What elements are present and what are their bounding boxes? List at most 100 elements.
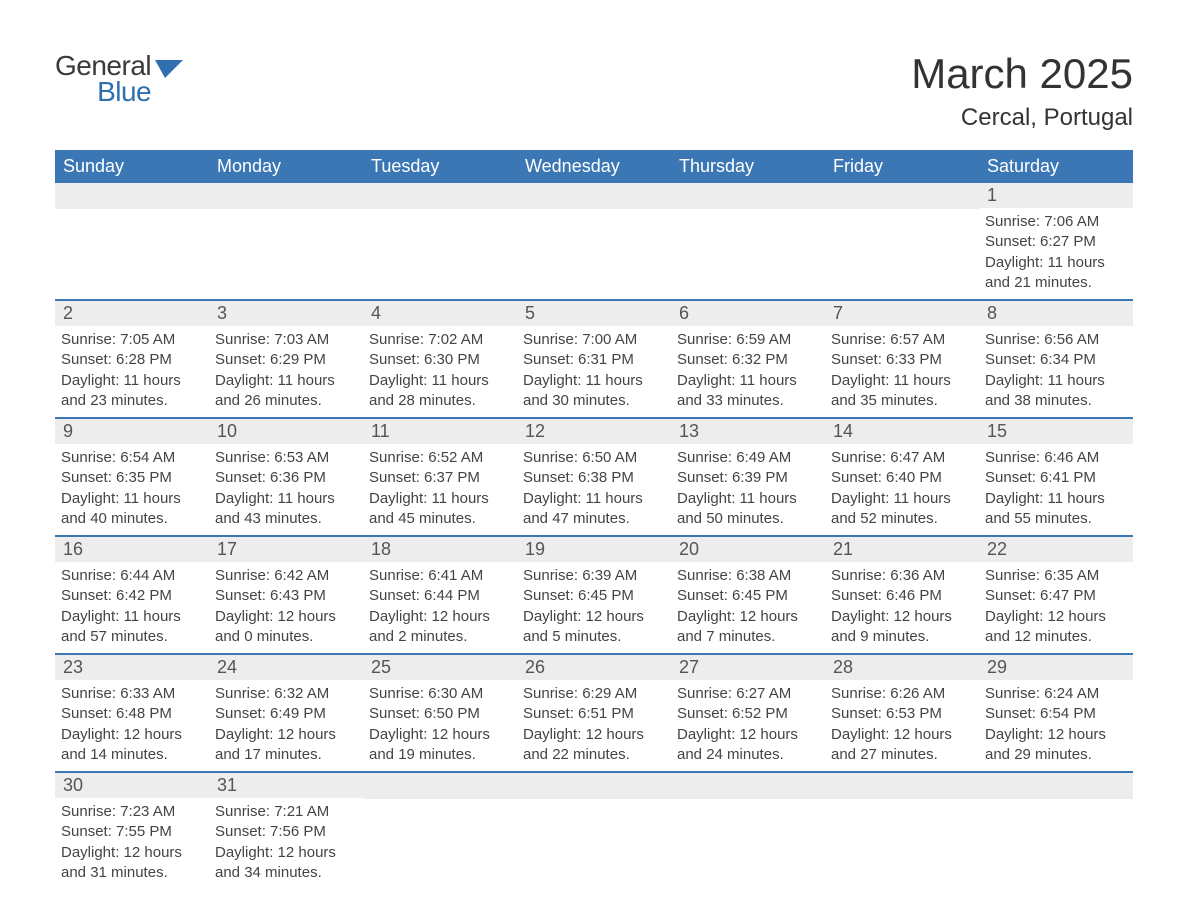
sunset-line: Sunset: 6:45 PM (523, 586, 665, 606)
day-number: 29 (979, 655, 1133, 680)
day-cell: 9Sunrise: 6:54 AMSunset: 6:35 PMDaylight… (55, 419, 209, 535)
day-body: Sunrise: 6:46 AMSunset: 6:41 PMDaylight:… (979, 444, 1133, 535)
day-cell: 19Sunrise: 6:39 AMSunset: 6:45 PMDayligh… (517, 537, 671, 653)
daylight-line-1: Daylight: 11 hours (61, 371, 203, 391)
sunrise-line: Sunrise: 7:02 AM (369, 330, 511, 350)
day-cell (979, 773, 1133, 889)
daylight-line-1: Daylight: 11 hours (369, 371, 511, 391)
empty-day-strip (363, 183, 517, 209)
day-body: Sunrise: 6:54 AMSunset: 6:35 PMDaylight:… (55, 444, 209, 535)
day-cell: 3Sunrise: 7:03 AMSunset: 6:29 PMDaylight… (209, 301, 363, 417)
day-header: Monday (209, 150, 363, 183)
sunrise-line: Sunrise: 7:00 AM (523, 330, 665, 350)
sunrise-line: Sunrise: 6:24 AM (985, 684, 1127, 704)
week-row: 16Sunrise: 6:44 AMSunset: 6:42 PMDayligh… (55, 535, 1133, 653)
day-number: 15 (979, 419, 1133, 444)
sunrise-line: Sunrise: 7:06 AM (985, 212, 1127, 232)
day-body: Sunrise: 7:21 AMSunset: 7:56 PMDaylight:… (209, 798, 363, 889)
daylight-line-1: Daylight: 11 hours (831, 489, 973, 509)
day-number: 5 (517, 301, 671, 326)
day-header: Sunday (55, 150, 209, 183)
day-body: Sunrise: 6:39 AMSunset: 6:45 PMDaylight:… (517, 562, 671, 653)
day-cell: 28Sunrise: 6:26 AMSunset: 6:53 PMDayligh… (825, 655, 979, 771)
daylight-line-2: and 0 minutes. (215, 627, 357, 647)
daylight-line-1: Daylight: 12 hours (215, 725, 357, 745)
day-cell: 26Sunrise: 6:29 AMSunset: 6:51 PMDayligh… (517, 655, 671, 771)
sunrise-line: Sunrise: 6:56 AM (985, 330, 1127, 350)
daylight-line-1: Daylight: 11 hours (985, 489, 1127, 509)
day-header: Friday (825, 150, 979, 183)
day-number: 22 (979, 537, 1133, 562)
sunset-line: Sunset: 6:28 PM (61, 350, 203, 370)
sunrise-line: Sunrise: 6:52 AM (369, 448, 511, 468)
day-number: 30 (55, 773, 209, 798)
sunrise-line: Sunrise: 7:23 AM (61, 802, 203, 822)
daylight-line-2: and 33 minutes. (677, 391, 819, 411)
empty-day-strip (825, 183, 979, 209)
day-body: Sunrise: 7:23 AMSunset: 7:55 PMDaylight:… (55, 798, 209, 889)
sunset-line: Sunset: 6:30 PM (369, 350, 511, 370)
day-number: 6 (671, 301, 825, 326)
sunrise-line: Sunrise: 6:50 AM (523, 448, 665, 468)
day-body: Sunrise: 6:29 AMSunset: 6:51 PMDaylight:… (517, 680, 671, 771)
daylight-line-1: Daylight: 12 hours (215, 843, 357, 863)
daylight-line-1: Daylight: 11 hours (677, 489, 819, 509)
empty-day-strip (55, 183, 209, 209)
day-number: 9 (55, 419, 209, 444)
day-cell: 5Sunrise: 7:00 AMSunset: 6:31 PMDaylight… (517, 301, 671, 417)
sunrise-line: Sunrise: 6:35 AM (985, 566, 1127, 586)
sunset-line: Sunset: 6:51 PM (523, 704, 665, 724)
daylight-line-1: Daylight: 12 hours (523, 725, 665, 745)
title-block: March 2025 Cercal, Portugal (911, 50, 1133, 132)
sunrise-line: Sunrise: 7:05 AM (61, 330, 203, 350)
sunset-line: Sunset: 6:34 PM (985, 350, 1127, 370)
day-number: 28 (825, 655, 979, 680)
week-row: 23Sunrise: 6:33 AMSunset: 6:48 PMDayligh… (55, 653, 1133, 771)
daylight-line-2: and 28 minutes. (369, 391, 511, 411)
day-cell: 17Sunrise: 6:42 AMSunset: 6:43 PMDayligh… (209, 537, 363, 653)
sunset-line: Sunset: 6:49 PM (215, 704, 357, 724)
day-number: 8 (979, 301, 1133, 326)
day-cell: 4Sunrise: 7:02 AMSunset: 6:30 PMDaylight… (363, 301, 517, 417)
daylight-line-1: Daylight: 12 hours (985, 725, 1127, 745)
day-number: 26 (517, 655, 671, 680)
day-cell: 20Sunrise: 6:38 AMSunset: 6:45 PMDayligh… (671, 537, 825, 653)
sunrise-line: Sunrise: 6:54 AM (61, 448, 203, 468)
day-number: 31 (209, 773, 363, 798)
day-number: 27 (671, 655, 825, 680)
day-number: 24 (209, 655, 363, 680)
day-cell (517, 183, 671, 299)
empty-day-strip (671, 183, 825, 209)
daylight-line-2: and 19 minutes. (369, 745, 511, 765)
sunset-line: Sunset: 6:54 PM (985, 704, 1127, 724)
day-number: 2 (55, 301, 209, 326)
empty-day-strip (979, 773, 1133, 799)
day-body: Sunrise: 6:30 AMSunset: 6:50 PMDaylight:… (363, 680, 517, 771)
sunset-line: Sunset: 6:31 PM (523, 350, 665, 370)
day-cell: 14Sunrise: 6:47 AMSunset: 6:40 PMDayligh… (825, 419, 979, 535)
flag-icon (155, 56, 183, 80)
sunrise-line: Sunrise: 6:29 AM (523, 684, 665, 704)
sunrise-line: Sunrise: 6:33 AM (61, 684, 203, 704)
day-cell: 16Sunrise: 6:44 AMSunset: 6:42 PMDayligh… (55, 537, 209, 653)
sunrise-line: Sunrise: 6:30 AM (369, 684, 511, 704)
day-cell: 23Sunrise: 6:33 AMSunset: 6:48 PMDayligh… (55, 655, 209, 771)
sunrise-line: Sunrise: 6:42 AM (215, 566, 357, 586)
sunset-line: Sunset: 6:32 PM (677, 350, 819, 370)
daylight-line-2: and 9 minutes. (831, 627, 973, 647)
day-number: 16 (55, 537, 209, 562)
daylight-line-2: and 47 minutes. (523, 509, 665, 529)
day-number: 20 (671, 537, 825, 562)
day-number: 25 (363, 655, 517, 680)
empty-day-strip (363, 773, 517, 799)
month-title: March 2025 (911, 50, 1133, 98)
daylight-line-2: and 35 minutes. (831, 391, 973, 411)
sunset-line: Sunset: 6:52 PM (677, 704, 819, 724)
day-body: Sunrise: 6:41 AMSunset: 6:44 PMDaylight:… (363, 562, 517, 653)
calendar: SundayMondayTuesdayWednesdayThursdayFrid… (55, 150, 1133, 889)
empty-day-strip (671, 773, 825, 799)
daylight-line-1: Daylight: 12 hours (985, 607, 1127, 627)
day-body: Sunrise: 6:47 AMSunset: 6:40 PMDaylight:… (825, 444, 979, 535)
sunrise-line: Sunrise: 7:21 AM (215, 802, 357, 822)
day-cell: 12Sunrise: 6:50 AMSunset: 6:38 PMDayligh… (517, 419, 671, 535)
